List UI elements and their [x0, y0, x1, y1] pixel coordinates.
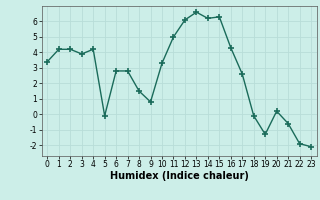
X-axis label: Humidex (Indice chaleur): Humidex (Indice chaleur)	[110, 171, 249, 181]
